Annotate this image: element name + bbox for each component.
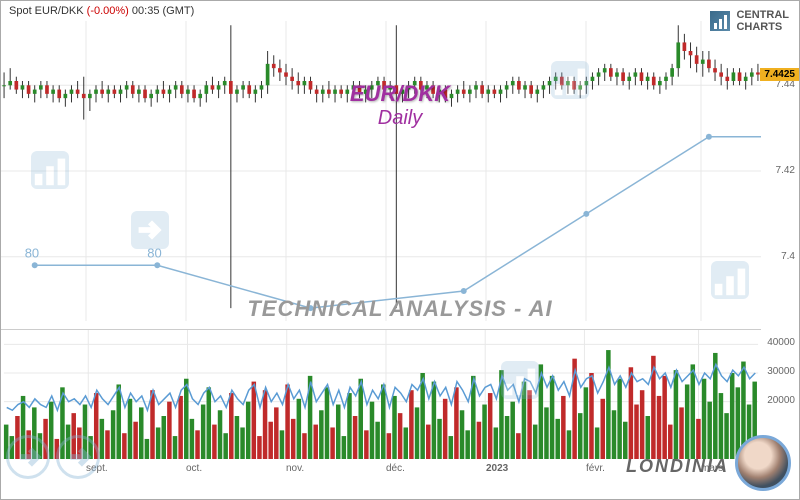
watermark-icon [131,211,169,249]
instrument-label: Spot EUR/DKK [9,5,84,17]
volume-ytick: 40000 [767,337,795,348]
londinia-avatar-icon[interactable] [735,435,791,491]
pct-change: (-0.00%) [87,5,129,17]
volume-ytick: 30000 [767,366,795,377]
price-ytick: 7.44 [776,79,795,90]
price-ytick: 7.42 [776,165,795,176]
xaxis-label: 2023 [486,463,508,474]
timestamp: 00:35 (GMT) [132,5,194,17]
londinia-label: LONDINIA [626,456,729,477]
logo-icon [710,11,730,31]
price-ytick: 7.4 [781,251,795,262]
volume-chart[interactable] [1,329,761,459]
svg-text:80: 80 [25,245,39,260]
volume-ytick: 20000 [767,395,795,406]
header: Spot EUR/DKK (-0.00%) 00:35 (GMT) [9,5,194,17]
price-chart[interactable]: 80809203 [1,21,761,321]
watermark-icon [551,61,589,99]
xaxis-label: déc. [386,463,405,474]
nav-arrow-icon[interactable] [56,435,100,479]
nav-arrow-icon[interactable] [6,435,50,479]
centralcharts-logo: CENTRALCHARTS [710,9,789,33]
logo-text: CENTRALCHARTS [736,9,789,33]
xaxis-label: oct. [186,463,202,474]
price-yaxis: 7.4 7.42 7.44 [759,21,799,321]
current-price-tag: 7.4425 [760,68,799,81]
xaxis-label: févr. [586,463,605,474]
watermark-icon [711,261,749,299]
watermark-icon [31,151,69,189]
watermark-icon [501,361,539,399]
xaxis-label: nov. [286,463,304,474]
chart-container: Spot EUR/DKK (-0.00%) 00:35 (GMT) CENTRA… [0,0,800,500]
